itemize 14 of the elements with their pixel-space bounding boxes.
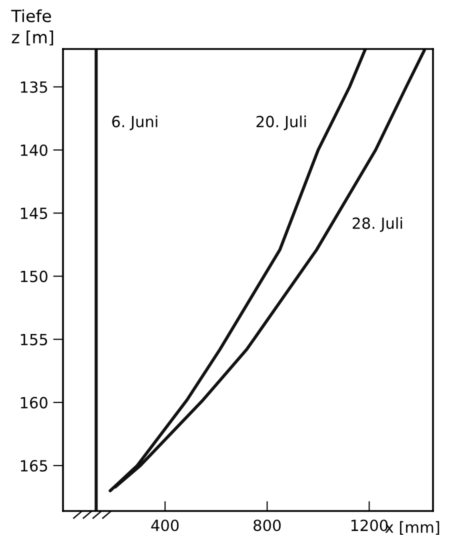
y-tick-label: 155: [20, 334, 48, 346]
y-tick-label: 135: [20, 81, 48, 93]
y-tick-label: 165: [20, 460, 48, 472]
y-axis-title: Tiefe z [m]: [11, 9, 54, 46]
y-tick-label: 160: [20, 396, 48, 408]
y-tick-label: 145: [20, 208, 48, 220]
x-tick-label: 1200: [351, 520, 388, 532]
y-tick-label: 140: [20, 144, 48, 156]
x-tick-label: 400: [151, 520, 179, 532]
y-tick-label: 150: [20, 270, 48, 282]
annotation: 20. Juli: [256, 116, 306, 130]
annotation: 28. Juli: [352, 217, 402, 232]
annotation: 6. Juni: [112, 116, 158, 130]
x-tick-label: 800: [254, 520, 281, 532]
